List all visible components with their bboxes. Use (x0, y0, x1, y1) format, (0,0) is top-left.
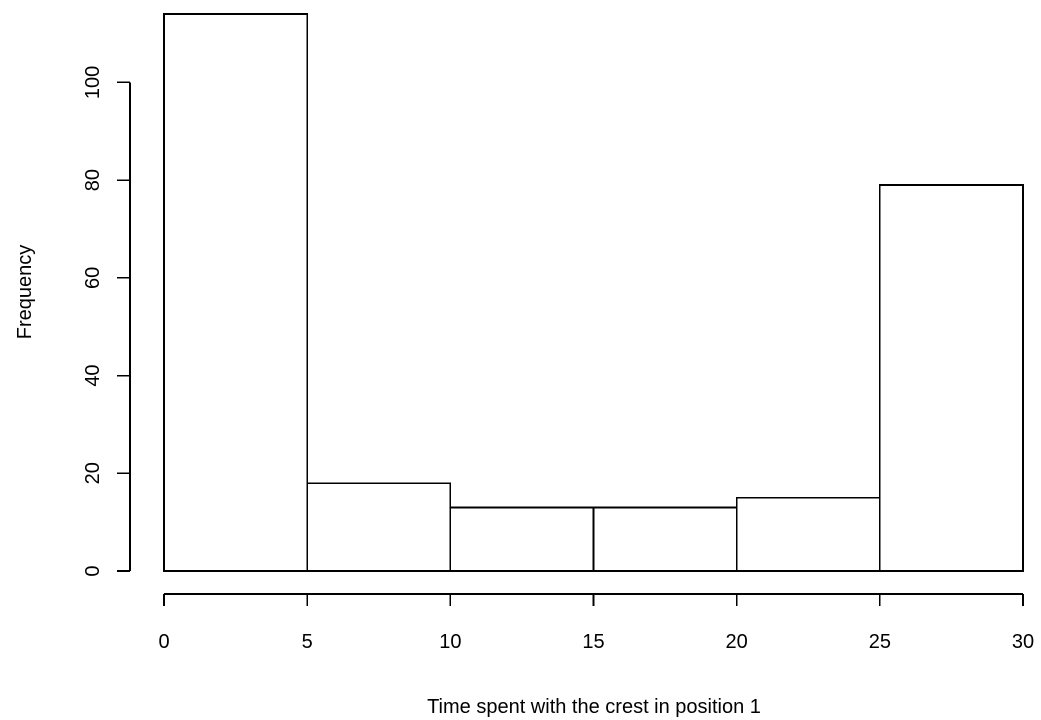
y-tick-label: 40 (82, 364, 104, 386)
histogram-bar-10-15 (449, 506, 595, 572)
x-tick-label: 0 (158, 631, 169, 653)
x-axis: 0 5 10 15 20 25 30 (158, 593, 1034, 653)
y-tick-label: 20 (82, 462, 104, 484)
histogram-bar-0-5 (163, 13, 308, 572)
histogram-bar-20-25 (735, 496, 881, 572)
x-tick-label: 15 (582, 631, 604, 653)
x-tick-label: 25 (869, 631, 891, 653)
x-tick-label: 10 (439, 631, 461, 653)
histogram-bar-5-10 (306, 482, 452, 572)
y-tick-label: 0 (82, 565, 104, 576)
x-axis-title: Time spent with the crest in position 1 (427, 696, 761, 718)
histogram-bar-15-20 (592, 506, 738, 572)
x-tick-label: 20 (726, 631, 748, 653)
histogram-bar-25-30 (879, 184, 1024, 572)
y-axis: 0 20 40 60 80 100 (82, 66, 131, 577)
bars-layer (163, 13, 1024, 572)
x-tick-label: 30 (1012, 631, 1034, 653)
y-tick-label: 60 (82, 267, 104, 289)
y-axis-title: Frequency (14, 245, 36, 340)
y-tick-label: 80 (82, 169, 104, 191)
y-tick-label: 100 (82, 66, 104, 99)
x-tick-label: 5 (302, 631, 313, 653)
